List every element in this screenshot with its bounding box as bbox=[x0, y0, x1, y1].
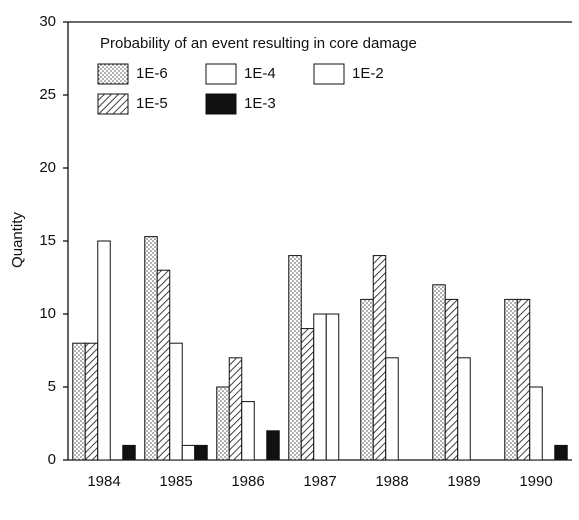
bar bbox=[156, 269, 171, 461]
legend-label: 1E-4 bbox=[244, 65, 276, 82]
legend-swatch bbox=[205, 93, 237, 115]
bar bbox=[97, 240, 111, 461]
bar bbox=[432, 284, 446, 461]
y-tick-label: 5 bbox=[48, 378, 56, 395]
bar bbox=[241, 401, 255, 461]
legend-swatch bbox=[313, 63, 345, 85]
bar bbox=[84, 342, 99, 461]
bar bbox=[288, 255, 302, 461]
bar bbox=[144, 236, 158, 461]
bar bbox=[360, 298, 374, 461]
legend-label: 1E-6 bbox=[136, 65, 168, 82]
legend-swatch bbox=[97, 93, 129, 115]
legend-label: 1E-3 bbox=[244, 95, 276, 112]
bar bbox=[516, 298, 531, 461]
x-tick-label: 1986 bbox=[231, 473, 264, 490]
bar bbox=[266, 430, 280, 461]
bar bbox=[444, 298, 459, 461]
x-tick-label: 1987 bbox=[303, 473, 336, 490]
bar bbox=[313, 313, 327, 461]
bar bbox=[181, 444, 196, 461]
bar bbox=[216, 386, 230, 461]
x-tick-label: 1985 bbox=[159, 473, 192, 490]
bar bbox=[169, 342, 183, 461]
y-tick-label: 20 bbox=[39, 159, 56, 176]
bar bbox=[554, 444, 568, 461]
bar bbox=[300, 328, 315, 461]
bar bbox=[228, 357, 243, 461]
x-tick-label: 1988 bbox=[375, 473, 408, 490]
x-tick-label: 1990 bbox=[519, 473, 552, 490]
bar bbox=[504, 298, 518, 461]
y-tick-label: 30 bbox=[39, 13, 56, 30]
legend-title: Probability of an event resulting in cor… bbox=[100, 35, 417, 52]
bar bbox=[122, 444, 136, 461]
bar bbox=[529, 386, 543, 461]
x-tick-label: 1984 bbox=[87, 473, 120, 490]
y-tick-label: 15 bbox=[39, 232, 56, 249]
legend-swatch bbox=[97, 63, 129, 85]
bar bbox=[72, 342, 86, 461]
bar bbox=[385, 357, 399, 461]
y-tick-label: 25 bbox=[39, 86, 56, 103]
y-tick-label: 0 bbox=[48, 451, 56, 468]
bar bbox=[457, 357, 471, 461]
bar bbox=[372, 255, 387, 461]
bar bbox=[194, 444, 208, 461]
y-axis-label: Quantity bbox=[9, 212, 26, 268]
x-tick-label: 1989 bbox=[447, 473, 480, 490]
legend-label: 1E-5 bbox=[136, 95, 168, 112]
bar bbox=[325, 313, 340, 461]
legend-swatch bbox=[205, 63, 237, 85]
legend-label: 1E-2 bbox=[352, 65, 384, 82]
y-tick-label: 10 bbox=[39, 305, 56, 322]
